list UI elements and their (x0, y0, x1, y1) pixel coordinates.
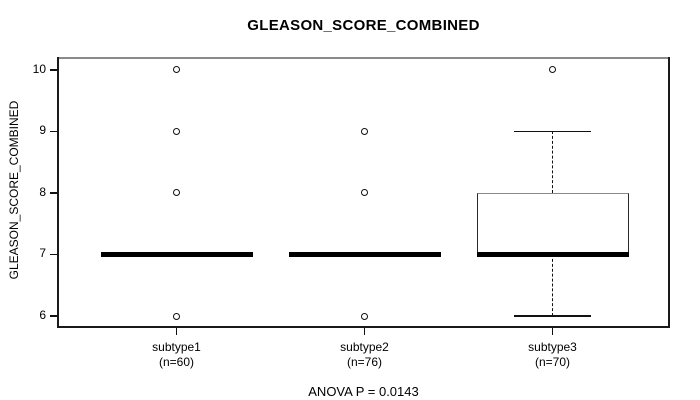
x-tick (175, 328, 178, 335)
outlier-point (173, 312, 180, 320)
outlier-point (549, 66, 556, 74)
x-tick (363, 328, 366, 335)
x-category-count: (n=76) (346, 354, 383, 369)
x-category-name: subtype1 (152, 340, 201, 354)
box-iqr (476, 192, 629, 255)
outlier-point (173, 127, 180, 135)
y-tick-label: 9 (39, 123, 46, 138)
median-line (288, 252, 441, 257)
y-tick-label: 8 (39, 184, 46, 199)
x-category-count: (n=60) (158, 354, 195, 369)
plot-border-left (57, 57, 59, 328)
y-tick (50, 315, 57, 317)
plot-area (50, 57, 670, 335)
outlier-point (173, 66, 180, 74)
x-category-name: subtype3 (528, 340, 577, 354)
chart-title: GLEASON_SCORE_COMBINED (247, 17, 480, 34)
lower-whisker-cap (514, 315, 591, 317)
lower-whisker-line (551, 254, 553, 316)
y-tick-label: 10 (32, 61, 46, 76)
y-tick-label: 7 (39, 246, 46, 261)
outlier-point (361, 312, 368, 320)
median-line (100, 252, 253, 257)
upper-whisker-line (551, 131, 553, 193)
upper-whisker-cap (514, 130, 591, 133)
y-tick (50, 253, 57, 256)
plot-border-right (668, 57, 670, 328)
x-category-label: subtype3 (n=70) (483, 340, 623, 369)
y-tick (50, 69, 57, 71)
outlier-point (361, 189, 368, 197)
y-tick-label: 6 (39, 308, 46, 322)
x-category-name: subtype2 (340, 340, 389, 354)
anova-annotation: ANOVA P = 0.0143 (308, 384, 419, 399)
x-tick (551, 328, 554, 335)
plot-border-top (57, 57, 670, 59)
x-category-label: subtype1 (n=60) (107, 340, 247, 369)
median-line (476, 252, 629, 257)
x-category-count: (n=70) (534, 354, 571, 369)
y-tick (50, 192, 57, 194)
outlier-point (361, 127, 368, 135)
y-tick (50, 130, 57, 133)
x-category-label: subtype2 (n=76) (295, 340, 435, 369)
outlier-point (173, 189, 180, 197)
plot-border-bottom (57, 326, 670, 328)
